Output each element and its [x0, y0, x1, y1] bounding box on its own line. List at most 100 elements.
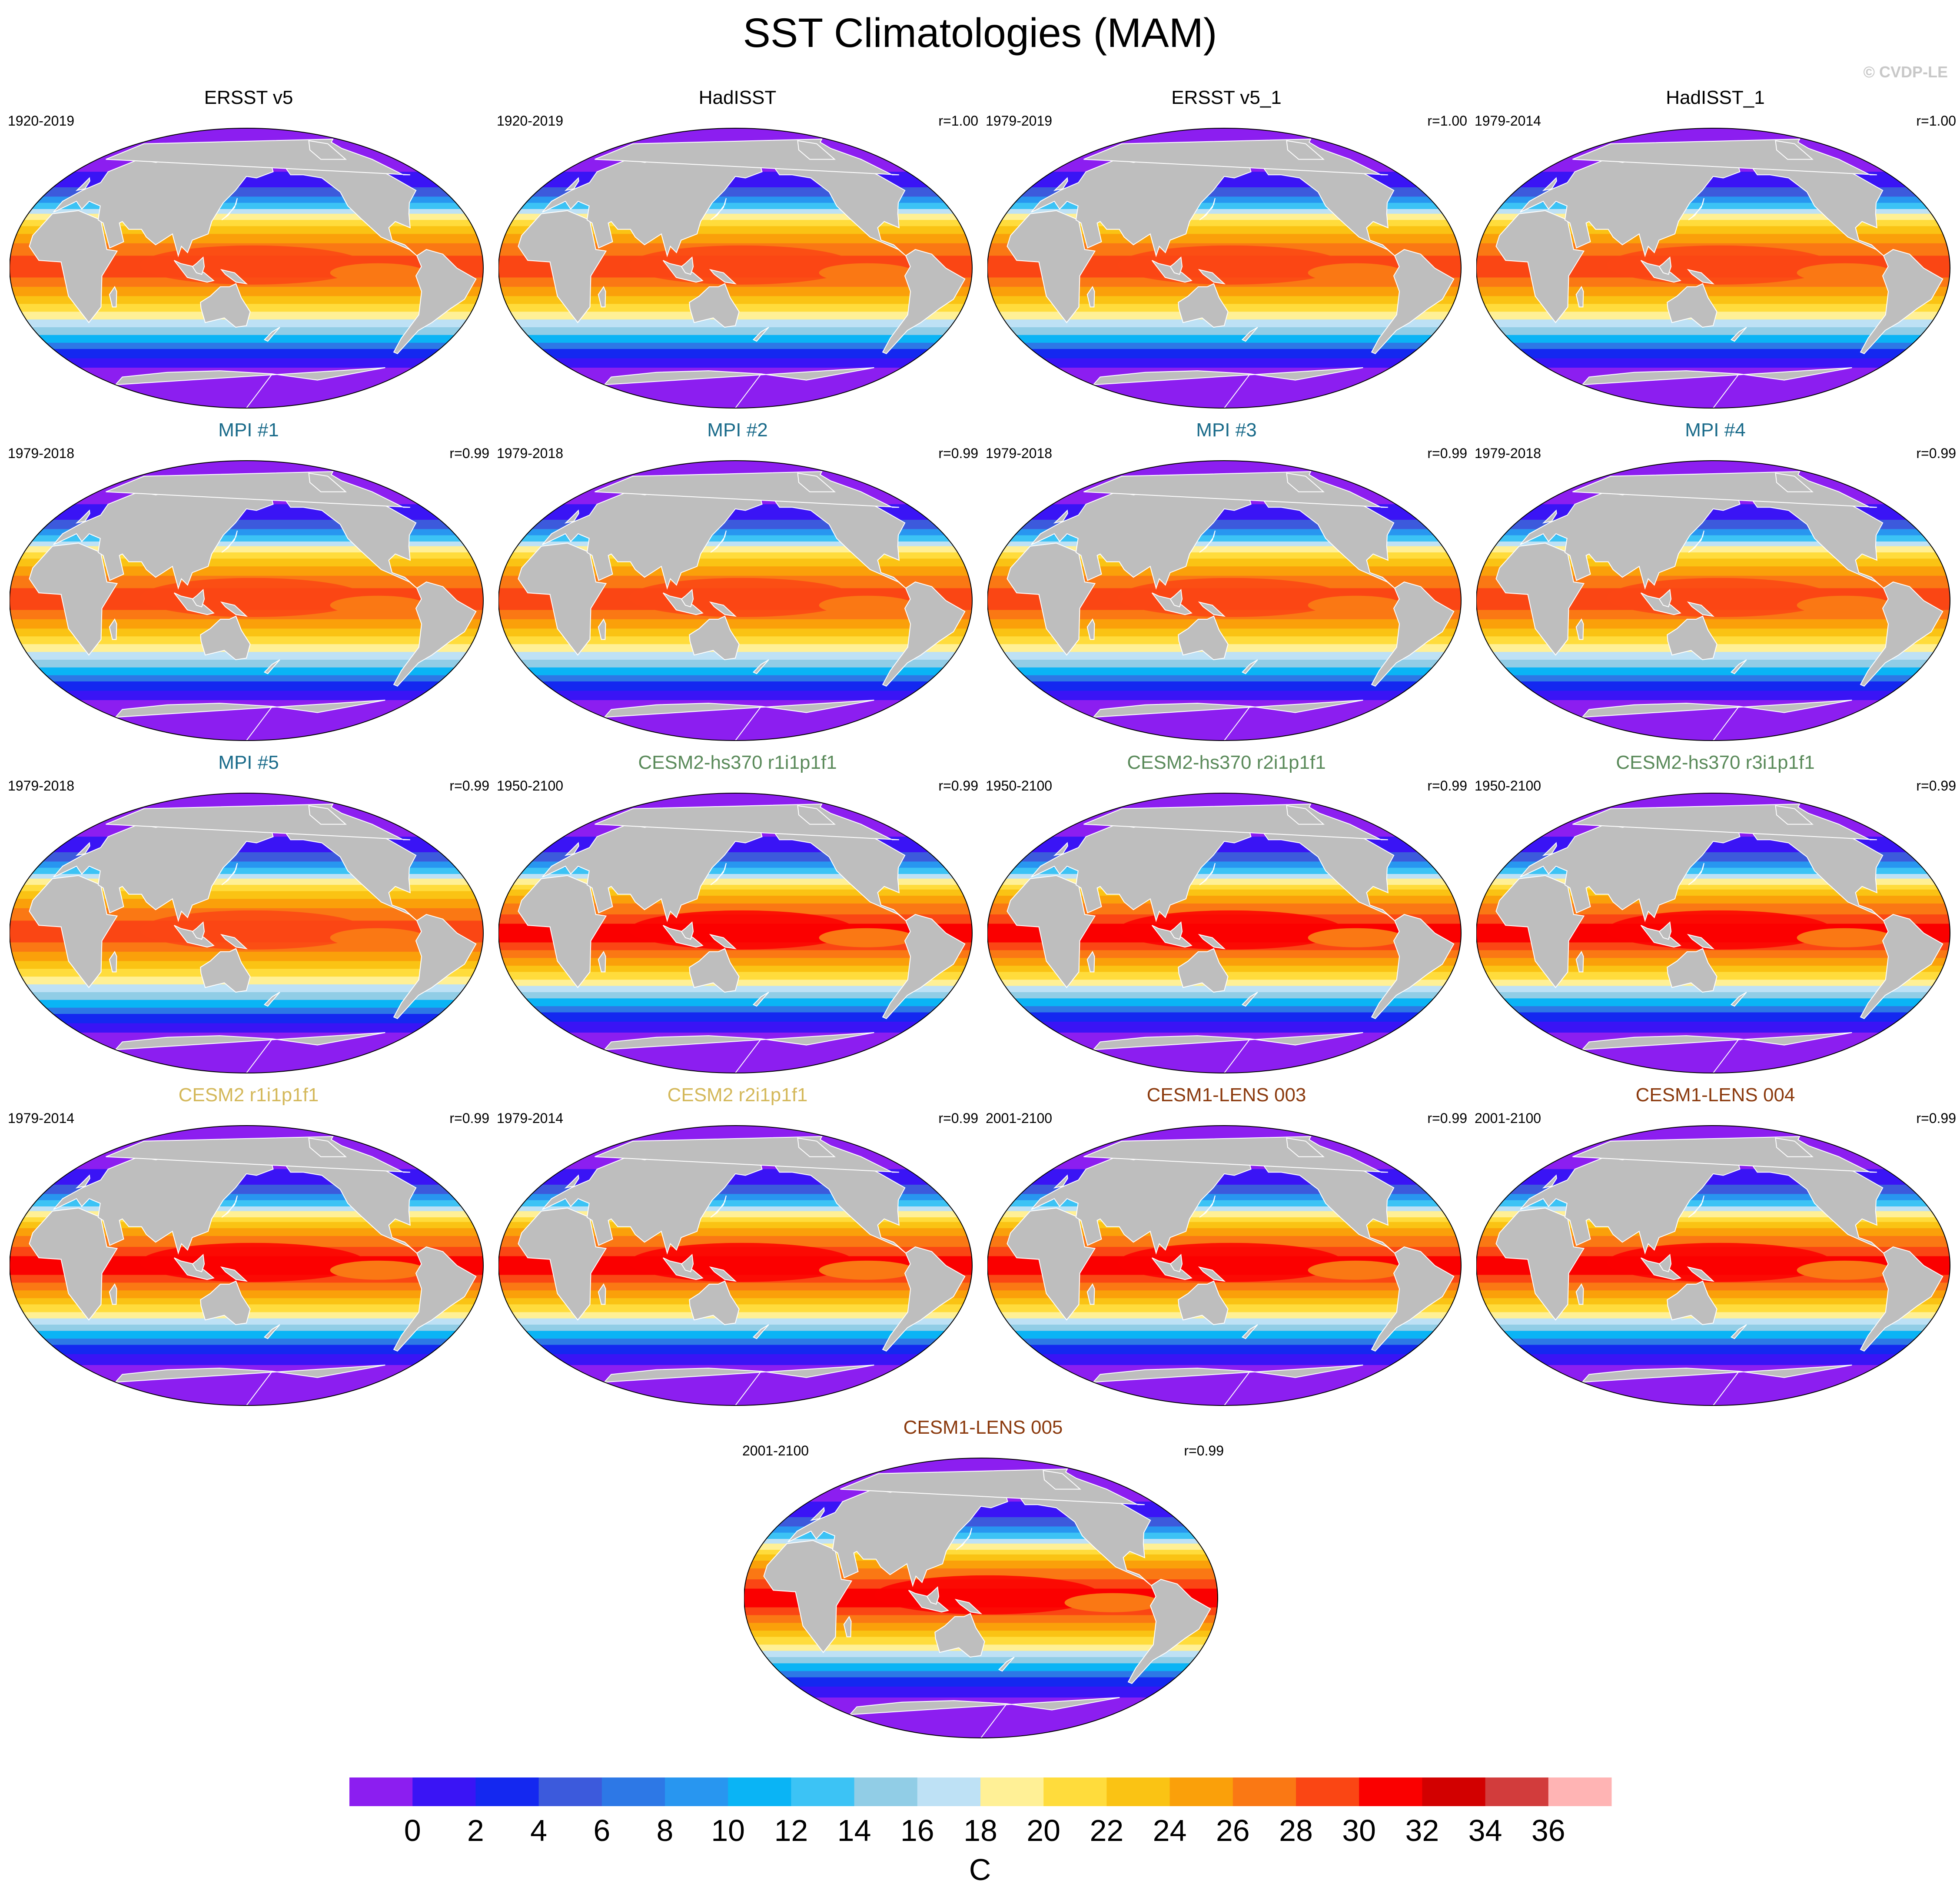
- colorbar-tick-label: 8: [657, 1814, 674, 1847]
- land-uk: [75, 177, 90, 191]
- sst-band: [10, 1228, 483, 1236]
- sst-band: [498, 966, 972, 973]
- land-nz: [752, 327, 769, 342]
- land-nz: [1241, 659, 1258, 674]
- land-canadaIslands: [797, 805, 836, 825]
- land-japan: [710, 1195, 727, 1218]
- sst-band: [498, 1290, 972, 1299]
- land-borneo: [192, 256, 205, 275]
- sst-band: [1476, 691, 1950, 701]
- land-borneo: [1658, 921, 1672, 940]
- sst-band: [10, 681, 483, 691]
- land-africa: [29, 1207, 118, 1321]
- land-nz: [263, 992, 280, 1007]
- sst-band: [10, 286, 483, 297]
- land-borneo: [1658, 588, 1672, 608]
- sst-band: [1476, 681, 1950, 691]
- sst-band: [987, 342, 1461, 349]
- colorbar-tick-label: 16: [900, 1814, 934, 1847]
- land-australia: [1178, 283, 1229, 328]
- panel-title: ERSST v5_1: [1171, 87, 1282, 108]
- sst-band: [10, 899, 483, 909]
- sst-band: [1476, 209, 1950, 214]
- land-southAmerica: [1860, 914, 1943, 1020]
- map-outline: [1476, 128, 1950, 409]
- land-madagascar: [598, 618, 606, 640]
- land-indonesia: [173, 925, 215, 948]
- map-panel: CESM1-LENS 003 2001-2100 r=0.99: [978, 1084, 1467, 1406]
- land-greenland: [595, 803, 899, 841]
- sst-band: [744, 1539, 1218, 1544]
- sst-band: [1476, 335, 1950, 343]
- sst-map: [10, 1125, 484, 1406]
- sst-band: [987, 542, 1461, 547]
- sst-band: [744, 1657, 1218, 1664]
- colorbar-swatch: [1296, 1777, 1359, 1806]
- land-newguinea: [1198, 934, 1226, 950]
- panel-correlation: r=1.00: [938, 113, 978, 129]
- land-southAmerica: [393, 249, 477, 355]
- land-madagascar: [598, 950, 606, 973]
- colorbar-swatch: [1422, 1777, 1486, 1806]
- cold-tongue: [1308, 1260, 1404, 1280]
- land-japan: [221, 863, 238, 885]
- panel-title: CESM2-hs370 r1i1p1f1: [638, 752, 837, 773]
- sst-band: [1476, 1012, 1950, 1022]
- sst-band: [987, 998, 1461, 1007]
- map-outline: [498, 793, 973, 1073]
- land-canadaIslands: [797, 472, 836, 492]
- sst-band: [1476, 998, 1950, 1007]
- sst-band: [498, 681, 972, 691]
- sst-band: [744, 1623, 1218, 1631]
- sst-band: [987, 874, 1461, 879]
- land-uk: [1542, 509, 1557, 524]
- sst-band: [10, 349, 483, 359]
- land-antarctica: [114, 1032, 385, 1073]
- panel-title: CESM2 r1i1p1f1: [178, 1084, 319, 1106]
- land-antarctica: [603, 367, 874, 408]
- land-borneo: [681, 256, 694, 275]
- warm-pool: [1607, 578, 1833, 617]
- sst-band: [1476, 296, 1950, 305]
- sst-band: [1476, 660, 1950, 668]
- panel-period: 1950-2100: [497, 778, 564, 794]
- land-uk: [75, 1174, 90, 1189]
- sst-band: [987, 1339, 1461, 1345]
- land-greenland: [106, 138, 410, 176]
- sst-band: [498, 896, 972, 904]
- panel-correlation: r=0.99: [449, 445, 489, 461]
- figure-title: SST Climatologies (MAM): [743, 10, 1217, 56]
- panel-correlation: r=0.99: [938, 445, 978, 461]
- land-borneo: [1169, 921, 1183, 940]
- sst-band: [10, 1325, 483, 1332]
- land-uk: [1542, 177, 1557, 191]
- sst-band: [1476, 1228, 1950, 1236]
- land-japan: [1688, 530, 1704, 553]
- land-canadaIslands: [1286, 805, 1325, 825]
- panel-title: MPI #1: [218, 419, 279, 441]
- land-southAmerica: [1371, 249, 1455, 355]
- sst-band: [498, 1282, 972, 1291]
- land-southAmerica: [1860, 249, 1943, 355]
- sst-band: [1476, 234, 1950, 244]
- cold-tongue: [1797, 595, 1893, 615]
- map-outline: [10, 1125, 484, 1406]
- sst-band: [498, 349, 972, 359]
- sst-band: [1476, 1021, 1950, 1033]
- sst-band: [1476, 1325, 1950, 1332]
- panel-correlation: r=0.99: [1427, 1110, 1467, 1126]
- land-madagascar: [1086, 1283, 1095, 1305]
- land-newguinea: [1198, 269, 1226, 285]
- sst-band: [1476, 1206, 1950, 1212]
- sst-band: [10, 1282, 483, 1291]
- cold-tongue: [819, 595, 915, 615]
- sst-band: [1476, 885, 1950, 890]
- land-southAmerica: [1371, 914, 1455, 1020]
- land-newguinea: [220, 934, 248, 950]
- land-newguinea: [1687, 601, 1715, 617]
- panel-title: HadISST: [698, 87, 777, 108]
- panel-period: 1979-2018: [1475, 445, 1541, 461]
- sst-band: [987, 1217, 1461, 1223]
- sst-band: [987, 1006, 1461, 1013]
- sst-band: [987, 327, 1461, 336]
